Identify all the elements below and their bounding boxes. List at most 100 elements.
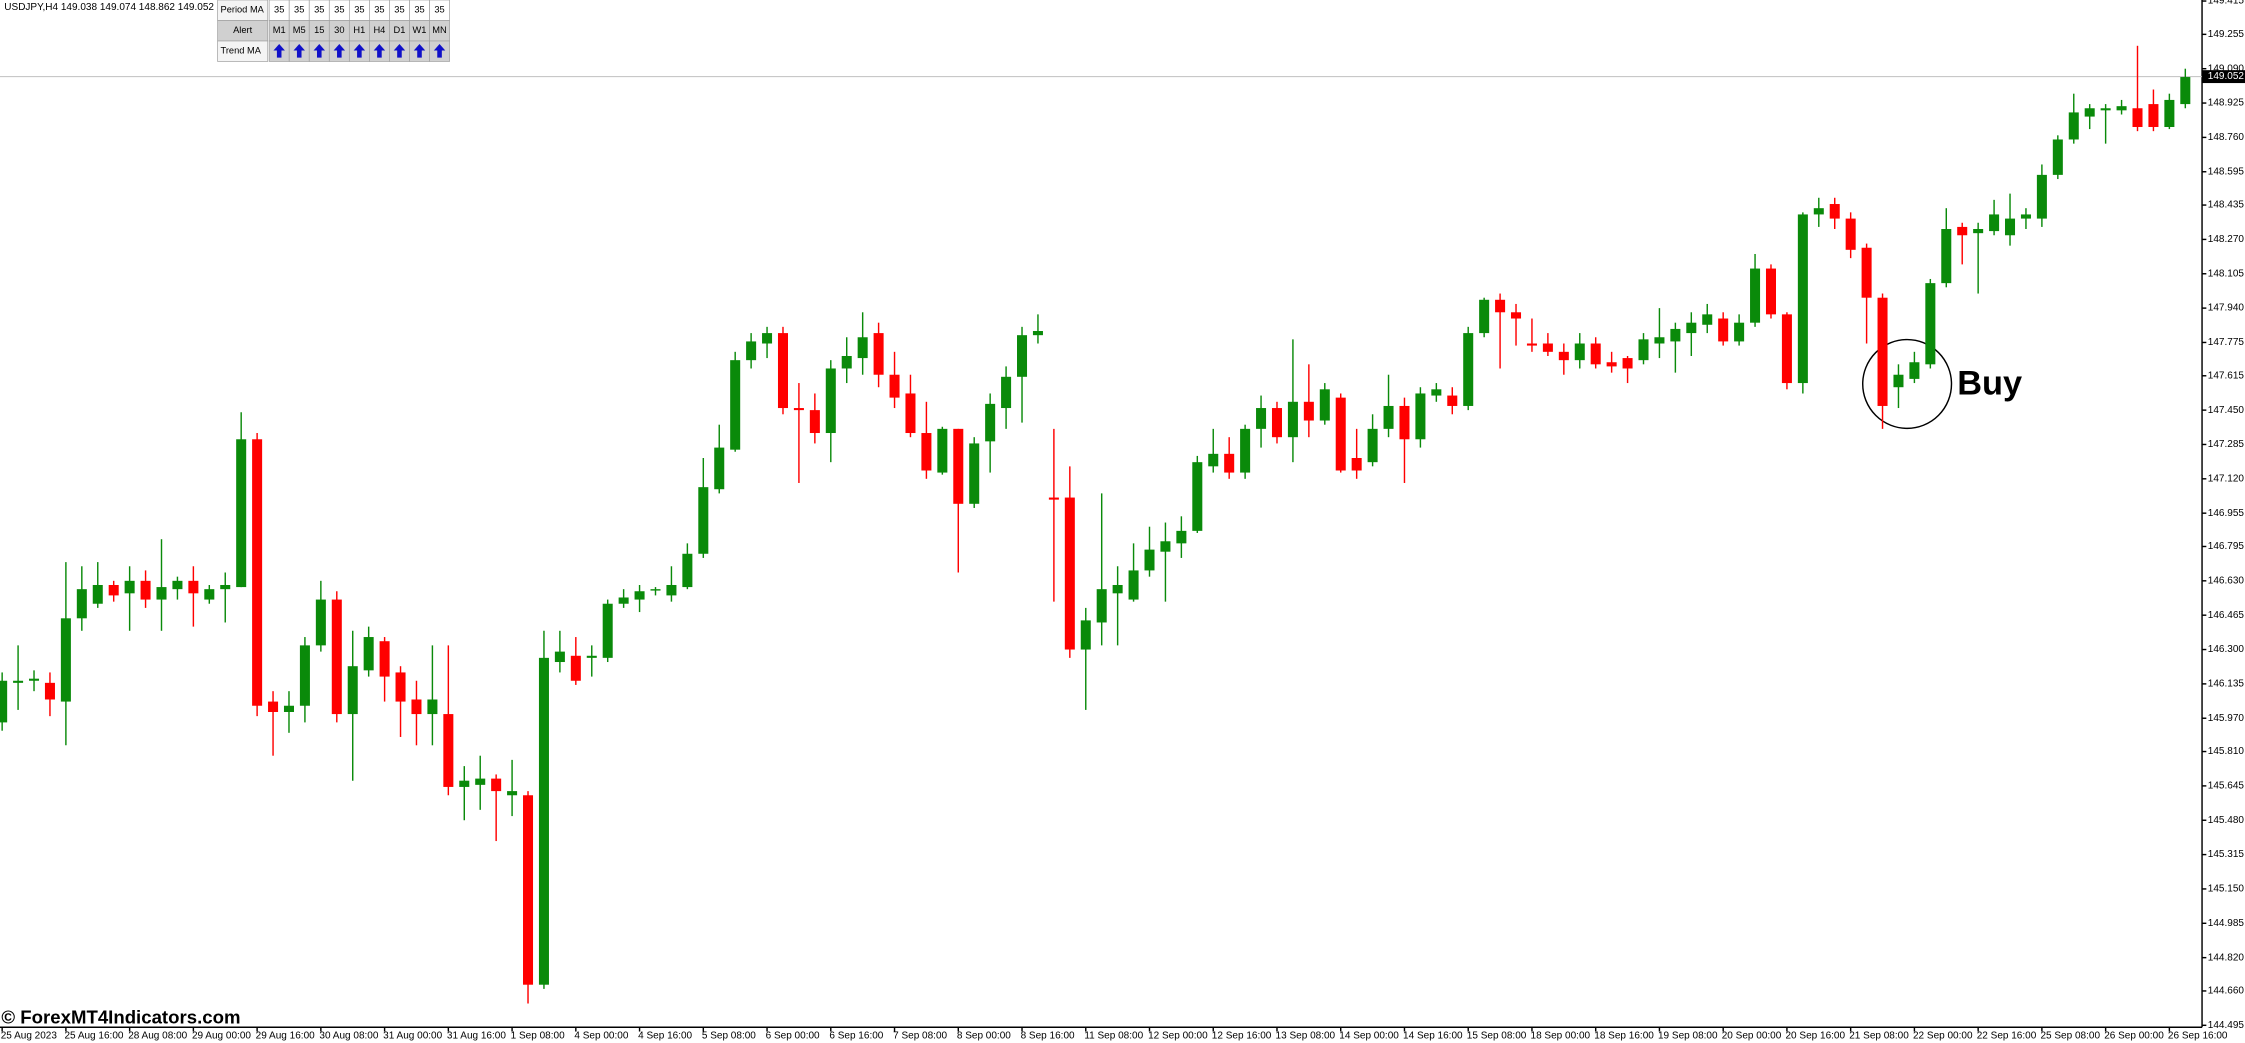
panel-cell-text: 35 [354,5,364,15]
panel-cell-text: 35 [394,5,404,15]
y-tick-label: 148.105 [2208,268,2245,279]
candle-body [1431,389,1442,396]
y-tick-label: 145.970 [2208,713,2245,724]
candle-body [1797,214,1808,384]
candle-body [698,487,709,554]
candle-body [1383,405,1394,429]
candle-body [650,589,661,591]
candle-body [921,433,932,471]
panel-cell-text: 15 [314,25,324,35]
trend-arrow [273,44,285,58]
candle-body [2036,174,2047,219]
candle-body [92,584,103,604]
candle-body [1781,314,1792,384]
panel-cell-text: D1 [394,25,406,35]
candle-body [475,778,486,785]
candle-body [2116,106,2127,111]
candle-body [188,580,199,594]
candle-body [395,672,406,702]
x-tick-label: 22 Sep 00:00 [1913,1030,1973,1041]
watermark: © ForexMT4Indicators.com [1,1007,240,1028]
y-tick-label: 146.135 [2208,679,2245,690]
candle-body [491,778,502,792]
candle-body [2148,104,2159,127]
panel-cell-text: 30 [334,25,344,35]
x-tick-label: 31 Aug 00:00 [383,1030,442,1041]
candle-body [586,655,597,658]
candle-body [1638,339,1649,361]
y-tick-label: 147.615 [2208,370,2245,381]
candle-body [299,645,310,706]
candle-body [443,714,454,787]
y-tick-label: 146.465 [2208,610,2245,621]
candle-body [682,553,693,588]
candle-body [1686,322,1697,334]
candle-body [969,443,980,504]
candle-body [236,439,247,588]
candle-body [1526,343,1537,346]
candle-body [1287,401,1298,438]
current-price-box [2202,70,2245,84]
candle-body [1160,541,1171,552]
y-tick-label: 144.820 [2208,952,2245,963]
candle-body [1893,374,1904,388]
y-tick-label: 148.760 [2208,132,2245,143]
y-tick-label: 144.985 [2208,918,2245,929]
panel-cell-text: MN [432,25,446,35]
candle-body [1877,297,1888,406]
candle-body [2052,139,2063,175]
trend-arrow [373,44,386,58]
candle-body [1957,226,1968,236]
candle-body [1861,247,1872,298]
y-tick-label: 147.285 [2208,439,2245,450]
candle-body [570,655,581,681]
candle-body [602,603,613,658]
panel-cell-text: 35 [294,5,304,15]
x-tick-label: 13 Sep 08:00 [1276,1030,1336,1041]
x-tick-label: 7 Sep 08:00 [893,1030,947,1041]
trend-arrow [353,44,366,58]
x-tick-label: 12 Sep 16:00 [1212,1030,1272,1041]
candle-body [1303,401,1314,421]
candle-body [363,637,374,671]
y-tick-label: 147.450 [2208,405,2245,416]
candle-body [1001,376,1012,409]
x-tick-label: 26 Sep 16:00 [2168,1030,2228,1041]
indicator-panel: Period MA 35 35 35 35 35 35 35 35 35 Alert M1 M5 15 30… [217,0,450,62]
candle-body [762,333,773,344]
panel-row-label: Trend MA [220,46,261,56]
candle-body [1192,462,1203,531]
candle-body [985,403,996,442]
candle-body [523,795,534,985]
candle-body [730,360,741,450]
x-tick-label: 6 Sep 00:00 [766,1030,820,1041]
y-tick-label: 149.090 [2208,63,2245,74]
x-tick-label: 12 Sep 00:00 [1148,1030,1208,1041]
x-tick-label: 22 Sep 16:00 [1977,1030,2037,1041]
x-tick-label: 1 Sep 08:00 [511,1030,565,1041]
candle-body [2068,112,2079,140]
y-tick-label: 147.775 [2208,337,2245,348]
candle-body [1128,570,1139,600]
candle-body [793,408,804,411]
candle-body [1590,343,1601,365]
y-tick-label: 148.270 [2208,234,2245,245]
x-tick-label: 5 Sep 08:00 [702,1030,756,1041]
panel-row-label: Alert [233,25,253,35]
y-tick-label: 144.660 [2208,986,2245,997]
panel-cell-text: 35 [334,5,344,15]
x-tick-label: 14 Sep 16:00 [1403,1030,1463,1041]
y-tick-label: 148.595 [2208,166,2245,177]
candle-body [507,791,518,796]
candle-body [1096,589,1107,623]
candle-body [60,618,71,702]
y-tick-label: 145.315 [2208,849,2245,860]
candle-body [1176,530,1187,544]
candle-body [1845,218,1856,250]
x-tick-label: 19 Sep 08:00 [1658,1030,1718,1041]
y-tick-label: 146.955 [2208,508,2245,519]
candle-body [1208,453,1219,467]
x-tick-label: 30 Aug 08:00 [319,1030,378,1041]
candle-body [2164,99,2175,127]
